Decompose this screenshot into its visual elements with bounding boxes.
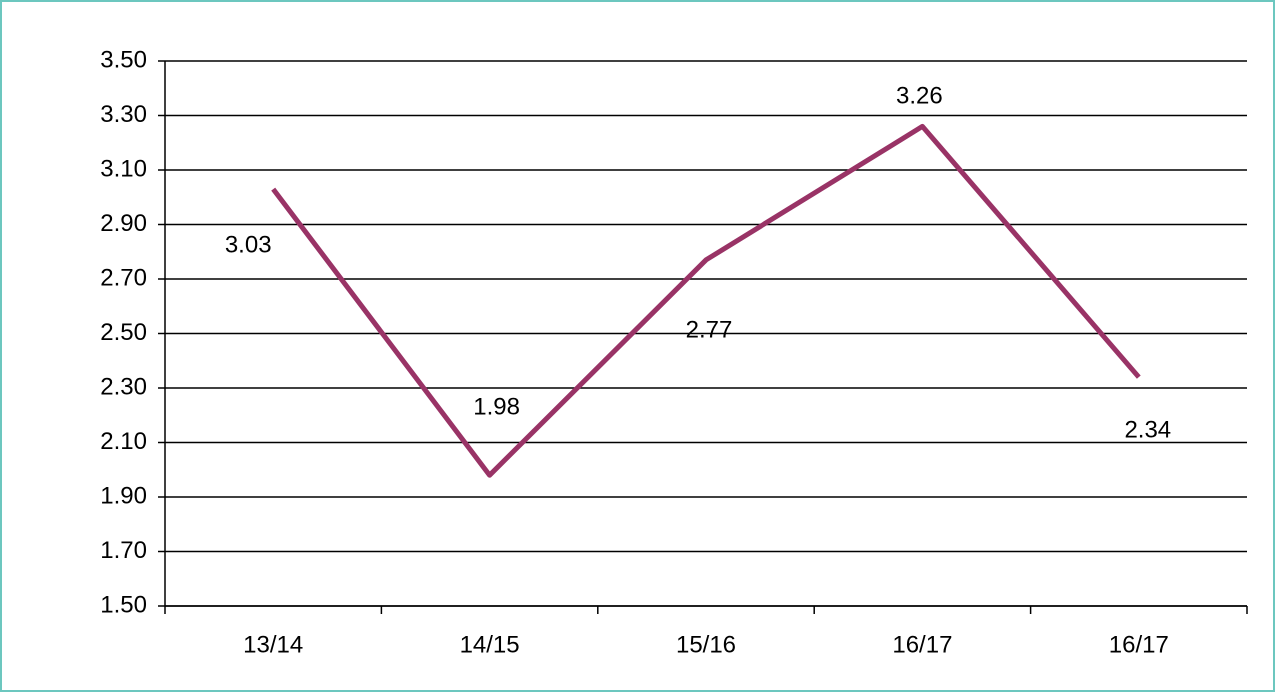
data-label: 3.26 <box>896 83 943 110</box>
y-tick-label: 1.50 <box>100 591 147 618</box>
y-tick-label: 2.10 <box>100 428 147 455</box>
data-label: 2.34 <box>1124 416 1171 443</box>
y-tick-label: 2.70 <box>100 264 147 291</box>
line-series <box>271 123 1141 478</box>
y-tick-label: 2.90 <box>100 210 147 237</box>
x-tick-label: 16/17 <box>1109 631 1169 658</box>
x-tick-label: 16/17 <box>892 631 952 658</box>
y-tick-label: 3.30 <box>100 101 147 128</box>
x-tick-label: 15/16 <box>676 631 736 658</box>
y-tick-label: 1.70 <box>100 537 147 564</box>
x-tick-label: 14/15 <box>460 631 520 658</box>
y-tick-label: 2.50 <box>100 319 147 346</box>
x-tick-label: 13/14 <box>243 631 303 658</box>
data-label: 1.98 <box>473 394 520 421</box>
y-tick-label: 3.50 <box>100 46 147 73</box>
y-tick-label: 1.90 <box>100 482 147 509</box>
y-tick-label: 2.30 <box>100 373 147 400</box>
y-tick-label: 3.10 <box>100 155 147 182</box>
data-label: 3.03 <box>225 231 272 258</box>
data-label: 2.77 <box>686 316 733 343</box>
